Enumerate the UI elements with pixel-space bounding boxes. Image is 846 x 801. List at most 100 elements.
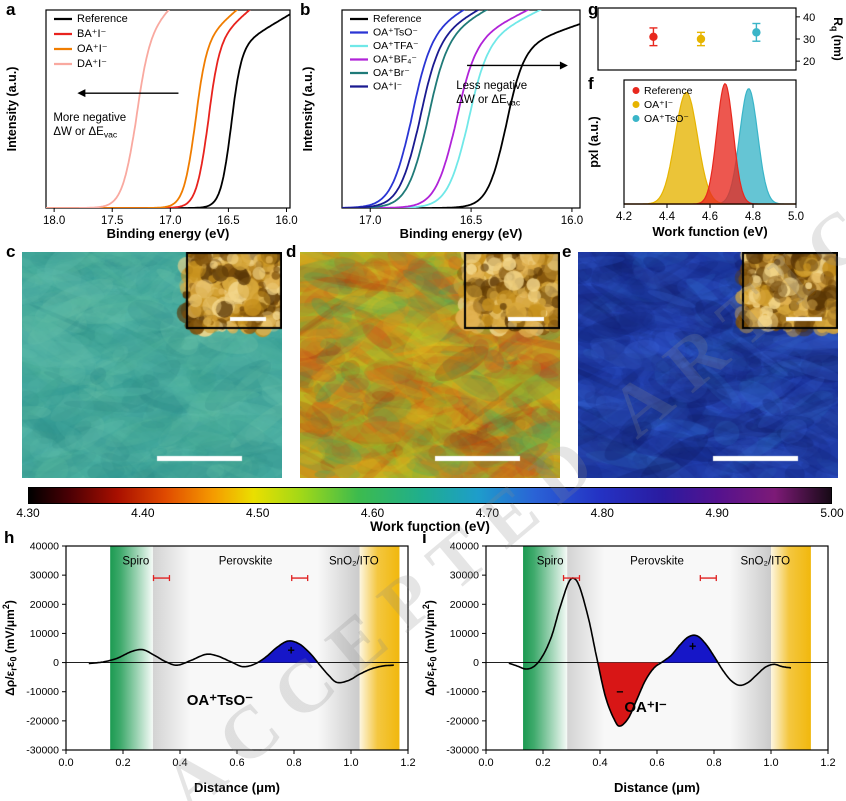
svg-text:Δρ/εrε0 (mV/μm2): Δρ/εrε0 (mV/μm2) [1, 600, 18, 696]
colorbar-tick: 4.90 [705, 506, 729, 520]
svg-text:Distance (μm): Distance (μm) [614, 780, 700, 795]
svg-text:Rq (nm): Rq (nm) [829, 17, 845, 61]
svg-text:-30000: -30000 [26, 745, 59, 757]
svg-text:0.6: 0.6 [649, 757, 664, 769]
ups-plot-a: 18.0 17.5 17.0 16.5 16.0 Binding energy (eV) I… [5, 9, 298, 241]
svg-text:Distance (μm): Distance (μm) [194, 780, 280, 795]
svg-text:1.2: 1.2 [400, 757, 415, 769]
svg-text:Perovskite: Perovskite [630, 556, 684, 568]
colorbar-tick: 4.40 [131, 506, 155, 520]
panel-label-b: b [300, 0, 311, 19]
charge-profile-plot-i: Spiro Perovskite SnO₂/ITO 0.0 0.2 0.4 0.6 0.8 1.… [421, 541, 835, 796]
svg-text:-30000: -30000 [446, 745, 479, 757]
panel-i-charge-profile: Spiro Perovskite SnO₂/ITO 0.0 0.2 0.4 0.6 0.8 1.… [420, 538, 838, 800]
svg-text:Reference: Reference [77, 13, 128, 25]
svg-text:16.5: 16.5 [217, 215, 239, 227]
panel-b-ups-spectra: 17.0 16.5 16.0 Binding energy (eV) Intensity… [298, 2, 586, 244]
svg-text:4.6: 4.6 [702, 211, 718, 223]
panel-label-c: c [6, 242, 16, 261]
svg-text:−: − [616, 685, 623, 699]
svg-text:40000: 40000 [450, 541, 479, 553]
svg-text:Intensity (a.u.): Intensity (a.u.) [301, 67, 315, 152]
svg-text:20000: 20000 [30, 599, 59, 611]
svg-text:pxl (a.u.): pxl (a.u.) [587, 116, 601, 167]
svg-text:OA⁺I⁻: OA⁺I⁻ [77, 43, 108, 55]
kpfm-map-d [300, 252, 560, 478]
panel-label-h: h [4, 528, 15, 547]
svg-text:ΔW or ΔEvac: ΔW or ΔEvac [456, 94, 521, 108]
svg-text:OA⁺TsO⁻: OA⁺TsO⁻ [373, 27, 418, 39]
svg-text:30000: 30000 [30, 570, 59, 582]
svg-text:5.0: 5.0 [788, 211, 804, 223]
svg-text:0.0: 0.0 [478, 757, 493, 769]
ups-plot-b: 17.0 16.5 16.0 Binding energy (eV) Intensity… [301, 9, 583, 241]
workfunction-histogram-plot: 4.2 4.4 4.6 4.8 5.0 Work function (eV) pxl (a.… [587, 79, 804, 239]
colorbar-tick: 4.50 [246, 506, 270, 520]
svg-text:Δρ/εrε0 (mV/μm2): Δρ/εrε0 (mV/μm2) [421, 600, 438, 696]
svg-text:18.0: 18.0 [43, 215, 65, 227]
kpfm-map-c [22, 252, 282, 478]
svg-text:OA⁺TsO⁻: OA⁺TsO⁻ [187, 692, 253, 709]
svg-text:0.0: 0.0 [58, 757, 73, 769]
svg-text:Reference: Reference [373, 13, 422, 25]
svg-text:OA⁺I⁻: OA⁺I⁻ [373, 81, 403, 93]
svg-text:20000: 20000 [450, 599, 479, 611]
svg-text:Spiro: Spiro [122, 556, 149, 568]
charge-profile-plot-h: Spiro Perovskite SnO₂/ITO 0.0 0.2 0.4 0.6 0.8 1.… [1, 541, 415, 796]
svg-text:-10000: -10000 [446, 686, 479, 698]
svg-text:OA⁺I⁻: OA⁺I⁻ [644, 99, 674, 111]
panel-label-e: e [562, 242, 572, 261]
panel-a-ups-spectra: 18.0 17.5 17.0 16.5 16.0 Binding energy (eV) I… [2, 2, 298, 244]
svg-text:1.0: 1.0 [763, 757, 778, 769]
svg-text:Less negative: Less negative [456, 80, 527, 92]
svg-text:Binding energy (eV): Binding energy (eV) [400, 226, 523, 241]
svg-text:0: 0 [473, 657, 479, 669]
svg-text:16.0: 16.0 [561, 215, 583, 227]
svg-text:30: 30 [803, 34, 815, 46]
svg-text:More negative: More negative [53, 112, 126, 124]
svg-text:1.2: 1.2 [820, 757, 835, 769]
svg-text:OA⁺I⁻: OA⁺I⁻ [624, 699, 667, 716]
svg-text:Spiro: Spiro [537, 556, 564, 568]
colorbar-tick: 4.80 [590, 506, 614, 520]
svg-text:17.0: 17.0 [159, 215, 181, 227]
svg-text:40000: 40000 [30, 541, 59, 553]
svg-text:0.8: 0.8 [286, 757, 301, 769]
colorbar-tick: 4.30 [16, 506, 40, 520]
svg-text:+: + [689, 639, 696, 653]
svg-text:0.2: 0.2 [535, 757, 550, 769]
svg-text:30000: 30000 [450, 570, 479, 582]
roughness-scatter-plot: 20 30 40 Rq (nm) [597, 7, 845, 71]
svg-text:SnO₂/ITO: SnO₂/ITO [740, 556, 790, 568]
svg-text:4.2: 4.2 [616, 211, 632, 223]
kpfm-map-e [578, 252, 838, 478]
svg-text:0.8: 0.8 [706, 757, 721, 769]
svg-text:-20000: -20000 [446, 715, 479, 727]
colorbar-tick: 4.60 [360, 506, 385, 520]
svg-text:OA⁺TFA⁻: OA⁺TFA⁻ [373, 40, 419, 52]
svg-text:4.4: 4.4 [659, 211, 676, 223]
svg-text:Reference: Reference [644, 85, 693, 97]
svg-text:0.2: 0.2 [115, 757, 130, 769]
panel-label-a: a [6, 0, 16, 19]
svg-text:OA⁺BF₄⁻: OA⁺BF₄⁻ [373, 54, 417, 66]
svg-text:0: 0 [53, 657, 59, 669]
svg-text:+: + [287, 643, 294, 657]
svg-text:4.8: 4.8 [745, 211, 761, 223]
svg-text:10000: 10000 [30, 628, 59, 640]
svg-text:0.4: 0.4 [592, 757, 607, 769]
svg-text:SnO₂/ITO: SnO₂/ITO [329, 556, 379, 568]
colorbar-tick: 5.00 [820, 506, 844, 520]
svg-text:ΔW or ΔEvac: ΔW or ΔEvac [53, 126, 118, 140]
colorbar-label: Work function (eV) [370, 519, 490, 534]
svg-text:16.0: 16.0 [275, 215, 297, 227]
svg-text:Work function (eV): Work function (eV) [652, 224, 767, 239]
svg-text:16.5: 16.5 [460, 215, 482, 227]
panel-label-d: d [286, 242, 297, 261]
svg-text:OA⁺Br⁻: OA⁺Br⁻ [373, 67, 410, 79]
panel-g-roughness: 20 30 40 Rq (nm) [586, 0, 846, 76]
svg-text:Perovskite: Perovskite [219, 556, 273, 568]
colorbar-ticks: 4.30 4.40 4.50 4.60 4.70 4.80 4.90 5.00 [16, 506, 843, 520]
panel-h-charge-profile: Spiro Perovskite SnO₂/ITO 0.0 0.2 0.4 0.6 0.8 1.… [0, 538, 418, 800]
